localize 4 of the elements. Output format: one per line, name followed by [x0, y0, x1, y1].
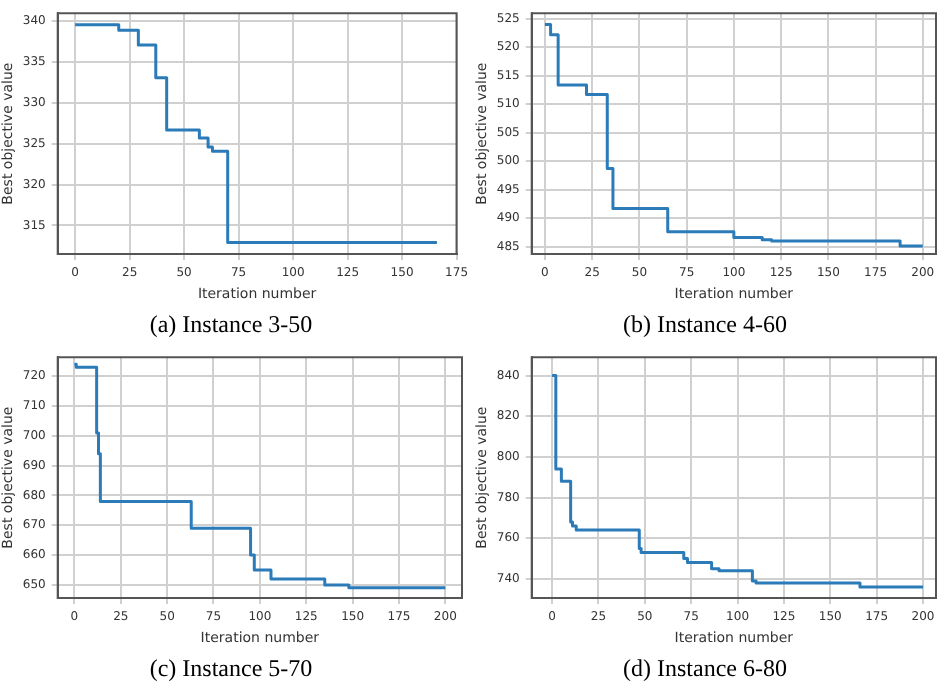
text: (a) Instance 3-50: [149, 309, 313, 338]
text: (b) Instance 4-60: [623, 309, 787, 338]
text: (c) Instance 5-70: [149, 653, 313, 682]
text: (d) Instance 6-80: [623, 653, 787, 682]
